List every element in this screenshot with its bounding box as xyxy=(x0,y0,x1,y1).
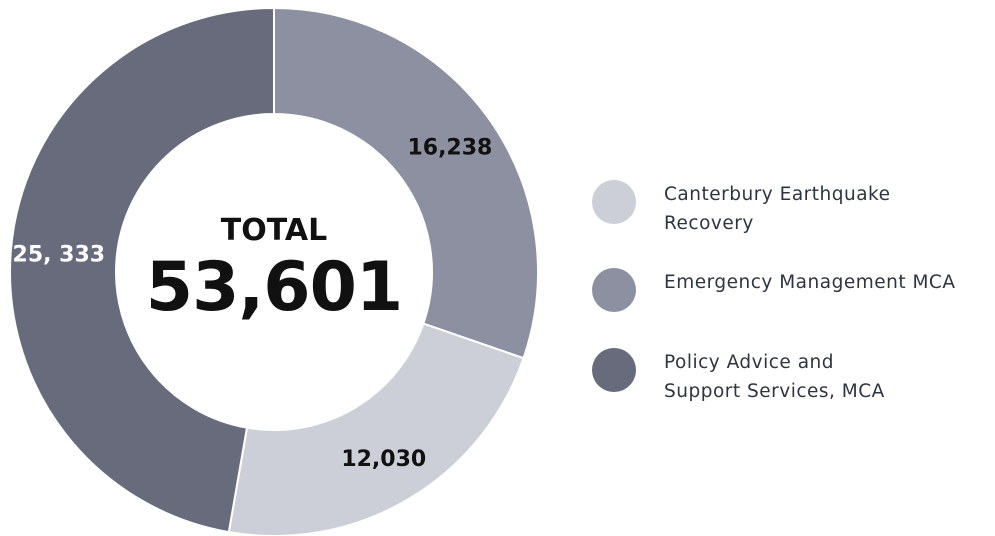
center-total-value: 53,601 xyxy=(146,248,402,327)
legend-swatch xyxy=(592,348,636,392)
donut-slices xyxy=(9,6,539,536)
slice-value-label: 25, 333 xyxy=(13,242,106,267)
slice-labels: 16,238 12,030 25, 333 xyxy=(13,136,493,472)
slice-value-label: 12,030 xyxy=(341,447,426,472)
legend-item-policy-advice: Policy Advice and Support Services, MCA xyxy=(592,348,885,406)
donut-slice-canterbury-earthquake-recovery xyxy=(227,322,525,536)
donut-slice-policy-advice-and-support-services-mca xyxy=(9,6,275,534)
legend-label: Emergency Management MCA xyxy=(664,272,956,293)
legend-item-canterbury: Canterbury Earthquake Recovery xyxy=(592,180,890,238)
slice-value-label: 16,238 xyxy=(407,136,492,161)
legend-item-emergency-management: Emergency Management MCA xyxy=(592,268,956,312)
legend-swatch xyxy=(592,268,636,312)
legend-swatch xyxy=(592,180,636,224)
center-title: TOTAL xyxy=(221,213,327,248)
legend-label: Canterbury Earthquake Recovery xyxy=(664,184,891,234)
legend-label: Policy Advice and Support Services, MCA xyxy=(664,352,885,402)
donut-slice-emergency-management-mca xyxy=(273,6,539,360)
donut-chart: 16,238 12,030 25, 333 TOTAL 53,601 xyxy=(9,6,539,536)
